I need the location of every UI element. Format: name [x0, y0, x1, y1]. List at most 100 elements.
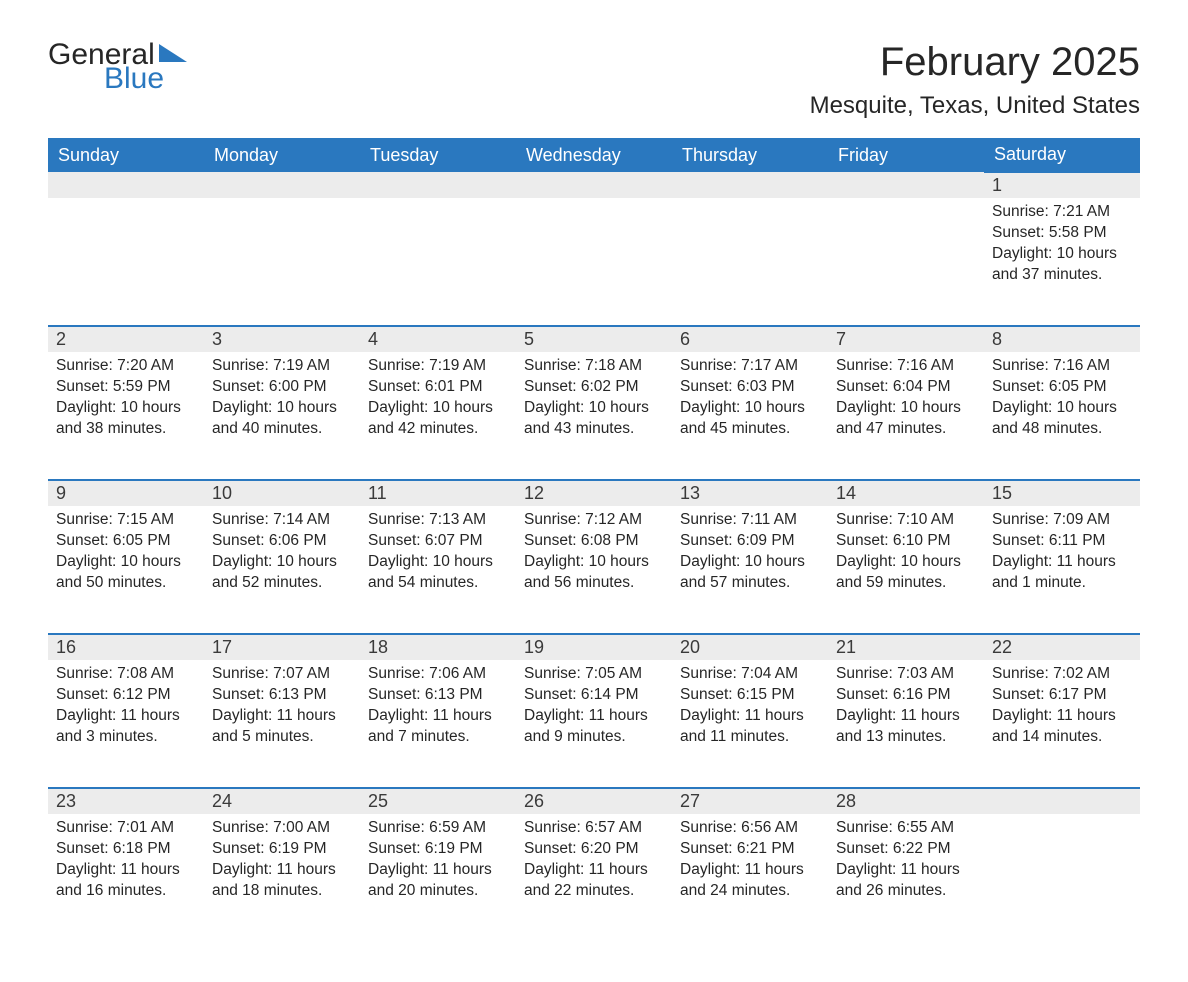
day-data-cell: Sunrise: 7:07 AMSunset: 6:13 PMDaylight:…: [204, 660, 360, 788]
sunrise-text: Sunrise: 7:17 AM: [680, 356, 820, 377]
day-data-cell: Sunrise: 7:04 AMSunset: 6:15 PMDaylight:…: [672, 660, 828, 788]
sunrise-text: Sunrise: 7:04 AM: [680, 664, 820, 685]
sunset-text: Sunset: 6:11 PM: [992, 531, 1132, 552]
daynum-row: 9101112131415: [48, 480, 1140, 506]
title-block: February 2025 Mesquite, Texas, United St…: [810, 40, 1140, 120]
sunrise-text: Sunrise: 6:56 AM: [680, 818, 820, 839]
data-row: Sunrise: 7:15 AMSunset: 6:05 PMDaylight:…: [48, 506, 1140, 634]
sunrise-text: Sunrise: 7:19 AM: [212, 356, 352, 377]
daylight-text: Daylight: 11 hours and 11 minutes.: [680, 706, 820, 748]
day-data-cell: [204, 198, 360, 326]
day-number-cell: 21: [828, 634, 984, 660]
day-number-cell: 12: [516, 480, 672, 506]
brand-logo: General Blue: [48, 40, 187, 94]
daylight-text: Daylight: 10 hours and 43 minutes.: [524, 398, 664, 440]
sunset-text: Sunset: 6:19 PM: [368, 839, 508, 860]
sunrise-text: Sunrise: 7:09 AM: [992, 510, 1132, 531]
sunset-text: Sunset: 6:18 PM: [56, 839, 196, 860]
day-data-cell: Sunrise: 7:13 AMSunset: 6:07 PMDaylight:…: [360, 506, 516, 634]
day-data-cell: Sunrise: 7:14 AMSunset: 6:06 PMDaylight:…: [204, 506, 360, 634]
page-header: General Blue February 2025 Mesquite, Tex…: [48, 40, 1140, 120]
day-number-cell: [828, 172, 984, 198]
day-number-cell: 10: [204, 480, 360, 506]
daylight-text: Daylight: 10 hours and 56 minutes.: [524, 552, 664, 594]
day-data-cell: Sunrise: 7:17 AMSunset: 6:03 PMDaylight:…: [672, 352, 828, 480]
sunset-text: Sunset: 6:16 PM: [836, 685, 976, 706]
day-data-cell: Sunrise: 7:12 AMSunset: 6:08 PMDaylight:…: [516, 506, 672, 634]
daylight-text: Daylight: 11 hours and 20 minutes.: [368, 860, 508, 902]
sunrise-text: Sunrise: 6:57 AM: [524, 818, 664, 839]
day-data-cell: Sunrise: 7:11 AMSunset: 6:09 PMDaylight:…: [672, 506, 828, 634]
day-number-cell: 23: [48, 788, 204, 814]
sunset-text: Sunset: 6:13 PM: [368, 685, 508, 706]
sunset-text: Sunset: 6:00 PM: [212, 377, 352, 398]
weekday-header: Monday: [204, 138, 360, 172]
day-data-cell: [516, 198, 672, 326]
sunrise-text: Sunrise: 7:13 AM: [368, 510, 508, 531]
month-title: February 2025: [810, 40, 1140, 84]
day-number-cell: 25: [360, 788, 516, 814]
sunset-text: Sunset: 6:19 PM: [212, 839, 352, 860]
day-number-cell: 22: [984, 634, 1140, 660]
day-number-cell: 26: [516, 788, 672, 814]
day-number-cell: 16: [48, 634, 204, 660]
day-number-cell: 2: [48, 326, 204, 352]
daynum-row: 1: [48, 172, 1140, 198]
daylight-text: Daylight: 11 hours and 26 minutes.: [836, 860, 976, 902]
sunrise-text: Sunrise: 7:08 AM: [56, 664, 196, 685]
sunrise-text: Sunrise: 7:03 AM: [836, 664, 976, 685]
sunset-text: Sunset: 6:15 PM: [680, 685, 820, 706]
day-data-cell: Sunrise: 7:08 AMSunset: 6:12 PMDaylight:…: [48, 660, 204, 788]
day-number-cell: 18: [360, 634, 516, 660]
day-data-cell: Sunrise: 7:21 AMSunset: 5:58 PMDaylight:…: [984, 198, 1140, 326]
sunset-text: Sunset: 6:10 PM: [836, 531, 976, 552]
day-number-cell: 4: [360, 326, 516, 352]
data-row: Sunrise: 7:01 AMSunset: 6:18 PM Daylight:…: [48, 814, 1140, 942]
brand-word2: Blue: [104, 64, 187, 94]
day-number-cell: 19: [516, 634, 672, 660]
day-number-cell: 9: [48, 480, 204, 506]
day-number-cell: 24: [204, 788, 360, 814]
sunset-text: Sunset: 6:02 PM: [524, 377, 664, 398]
day-number-cell: [516, 172, 672, 198]
sunset-text: Sunset: 6:03 PM: [680, 377, 820, 398]
sunrise-text: Sunrise: 7:21 AM: [992, 202, 1132, 223]
sunset-text: Sunset: 6:05 PM: [992, 377, 1132, 398]
sunrise-text: Sunrise: 7:05 AM: [524, 664, 664, 685]
daylight-text: Daylight: 10 hours and 38 minutes.: [56, 398, 196, 440]
sunset-text: Sunset: 6:08 PM: [524, 531, 664, 552]
day-number-cell: 20: [672, 634, 828, 660]
daylight-text: Daylight: 11 hours and 7 minutes.: [368, 706, 508, 748]
day-data-cell: Sunrise: 7:19 AMSunset: 6:01 PMDaylight:…: [360, 352, 516, 480]
sunrise-text: Sunrise: 7:01 AM: [56, 818, 196, 839]
sunrise-text: Sunrise: 7:12 AM: [524, 510, 664, 531]
weekday-header: Tuesday: [360, 138, 516, 172]
day-data-cell: [360, 198, 516, 326]
sunset-text: Sunset: 5:58 PM: [992, 223, 1132, 244]
daylight-text: Daylight: 10 hours and 57 minutes.: [680, 552, 820, 594]
sunset-text: Sunset: 6:12 PM: [56, 685, 196, 706]
day-data-cell: Sunrise: 6:56 AMSunset: 6:21 PMDaylight:…: [672, 814, 828, 942]
sunrise-text: Sunrise: 6:59 AM: [368, 818, 508, 839]
day-data-cell: Sunrise: 6:57 AMSunset: 6:20 PMDaylight:…: [516, 814, 672, 942]
weekday-header: Friday: [828, 138, 984, 172]
day-data-cell: Sunrise: 6:55 AMSunset: 6:22 PMDaylight:…: [828, 814, 984, 942]
day-data-cell: [984, 814, 1140, 942]
daylight-text: Daylight: 10 hours and 45 minutes.: [680, 398, 820, 440]
weekday-header-row: Sunday Monday Tuesday Wednesday Thursday…: [48, 138, 1140, 172]
daylight-text: Daylight: 11 hours and 14 minutes.: [992, 706, 1132, 748]
sunrise-text: Sunrise: 7:06 AM: [368, 664, 508, 685]
daylight-text: Daylight: 10 hours and 50 minutes.: [56, 552, 196, 594]
calendar-table: Sunday Monday Tuesday Wednesday Thursday…: [48, 138, 1140, 942]
day-data-cell: [828, 198, 984, 326]
daylight-text: Daylight: 11 hours and 13 minutes.: [836, 706, 976, 748]
data-row: Sunrise: 7:20 AMSunset: 5:59 PMDaylight:…: [48, 352, 1140, 480]
day-number-cell: 8: [984, 326, 1140, 352]
day-data-cell: Sunrise: 7:09 AMSunset: 6:11 PMDaylight:…: [984, 506, 1140, 634]
sunset-text: Sunset: 6:20 PM: [524, 839, 664, 860]
day-number-cell: 27: [672, 788, 828, 814]
day-data-cell: Sunrise: 7:00 AMSunset: 6:19 PMDaylight:…: [204, 814, 360, 942]
sunset-text: Sunset: 6:22 PM: [836, 839, 976, 860]
daylight-text: Daylight: 10 hours and 37 minutes.: [992, 244, 1132, 286]
day-data-cell: Sunrise: 7:10 AMSunset: 6:10 PMDaylight:…: [828, 506, 984, 634]
